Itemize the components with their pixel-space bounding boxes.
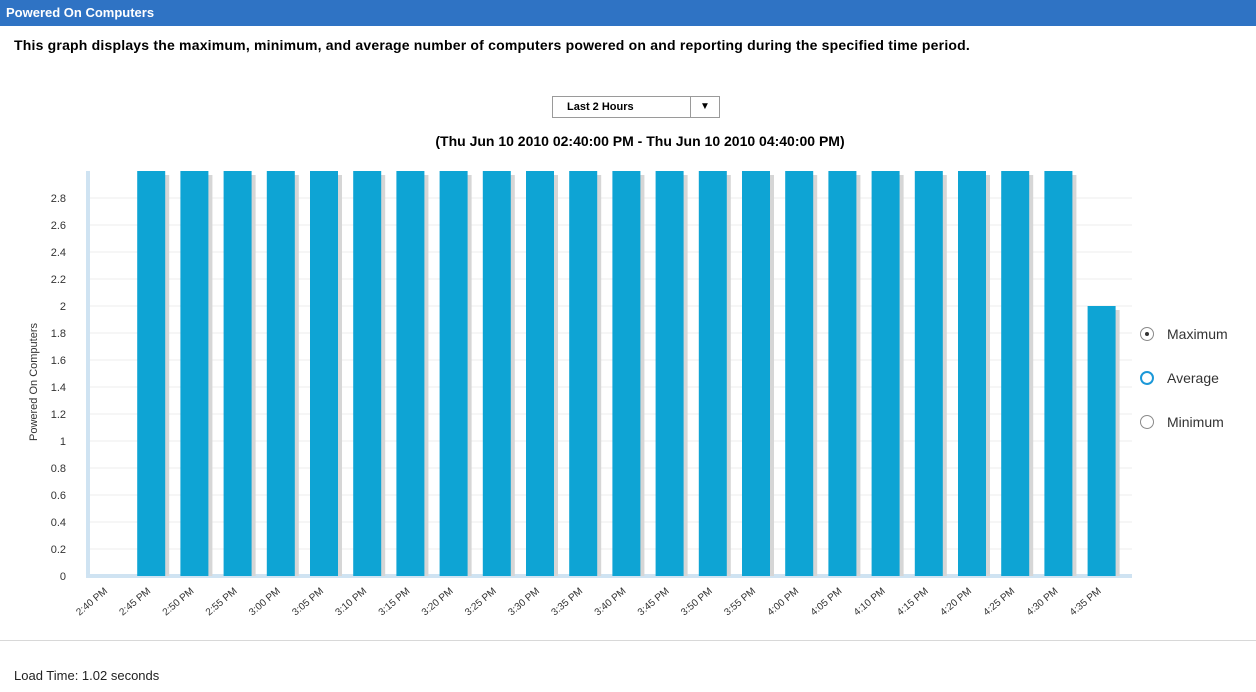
x-tick-label: 3:45 PM	[636, 586, 672, 618]
legend-label-minimum: Minimum	[1167, 414, 1224, 430]
average-radio-icon[interactable]	[1140, 371, 1154, 385]
bar	[223, 171, 252, 576]
x-tick-label: 4:10 PM	[852, 586, 888, 618]
time-range-select[interactable]: Last 2 Hours ▼	[552, 96, 720, 118]
x-tick-label: 4:25 PM	[982, 586, 1018, 618]
bar	[1087, 306, 1116, 576]
legend-label-average: Average	[1167, 370, 1219, 386]
bar	[396, 171, 425, 576]
panel-title: Powered On Computers	[0, 0, 1256, 26]
bar	[742, 171, 770, 576]
date-range-label: (Thu Jun 10 2010 02:40:00 PM - Thu Jun 1…	[435, 133, 845, 149]
x-tick-label: 3:50 PM	[679, 586, 715, 618]
x-tick-label: 4:00 PM	[766, 586, 802, 618]
graph-description: This graph displays the maximum, minimum…	[14, 37, 970, 53]
x-tick-label: 3:25 PM	[463, 586, 499, 618]
bar	[310, 171, 338, 576]
y-tick-label: 1.2	[51, 409, 66, 421]
x-tick-label: 3:15 PM	[377, 586, 413, 618]
x-tick-label: 3:30 PM	[506, 586, 542, 618]
y-tick-label: 2	[60, 301, 66, 313]
bar	[526, 171, 554, 576]
y-tick-label: 1	[60, 436, 66, 448]
x-tick-label: 3:00 PM	[247, 586, 283, 618]
x-tick-label: 3:05 PM	[290, 586, 326, 618]
x-tick-label: 4:15 PM	[895, 586, 931, 618]
x-tick-label: 3:40 PM	[593, 586, 629, 618]
y-tick-label: 0.8	[51, 463, 66, 475]
x-tick-label: 4:35 PM	[1068, 586, 1104, 618]
bar	[353, 171, 382, 576]
y-tick-label: 1.8	[51, 328, 66, 340]
bar	[698, 171, 727, 576]
bar	[439, 171, 468, 576]
y-tick-label: 2.6	[51, 220, 66, 232]
x-tick-label: 3:55 PM	[722, 586, 758, 618]
minimum-radio-icon[interactable]	[1140, 415, 1154, 429]
x-tick-label: 3:35 PM	[550, 586, 586, 618]
x-tick-label: 3:20 PM	[420, 586, 456, 618]
legend-label-maximum: Maximum	[1167, 326, 1228, 342]
time-range-selected-label: Last 2 Hours	[567, 101, 634, 113]
x-tick-label: 4:20 PM	[938, 586, 974, 618]
x-tick-label: 2:50 PM	[161, 586, 197, 618]
x-tick-label: 3:10 PM	[334, 586, 370, 618]
y-tick-label: 0.2	[51, 544, 66, 556]
y-axis-title: Powered On Computers	[28, 323, 40, 441]
x-tick-label: 2:45 PM	[118, 586, 154, 618]
maximum-radio-icon[interactable]	[1140, 327, 1154, 341]
x-tick-label: 2:55 PM	[204, 586, 240, 618]
bar	[655, 171, 684, 576]
y-tick-label: 0.6	[51, 490, 66, 502]
bar	[482, 171, 511, 576]
x-tick-label: 2:40 PM	[74, 586, 110, 618]
y-tick-label: 1.6	[51, 355, 66, 367]
y-tick-label: 2.2	[51, 274, 66, 286]
y-tick-label: 1.4	[51, 382, 66, 394]
bar	[785, 171, 814, 576]
dropdown-arrow-icon[interactable]: ▼	[690, 97, 719, 117]
bar	[914, 171, 943, 576]
bar	[569, 171, 598, 576]
y-tick-label: 2.8	[51, 193, 66, 205]
load-time-label: Load Time: 1.02 seconds	[14, 668, 160, 683]
y-tick-label: 2.4	[51, 247, 66, 259]
bar	[137, 171, 166, 576]
footer-divider	[0, 640, 1256, 641]
y-tick-label: 0.4	[51, 517, 66, 529]
y-tick-label: 0	[60, 571, 66, 583]
bar	[180, 171, 209, 576]
bar	[958, 171, 986, 576]
bar	[1044, 171, 1073, 576]
bar	[871, 171, 900, 576]
x-tick-label: 4:30 PM	[1025, 586, 1061, 618]
bar	[266, 171, 295, 576]
x-tick-label: 4:05 PM	[809, 586, 845, 618]
bar	[828, 171, 857, 576]
bar	[612, 171, 641, 576]
bar	[1001, 171, 1030, 576]
